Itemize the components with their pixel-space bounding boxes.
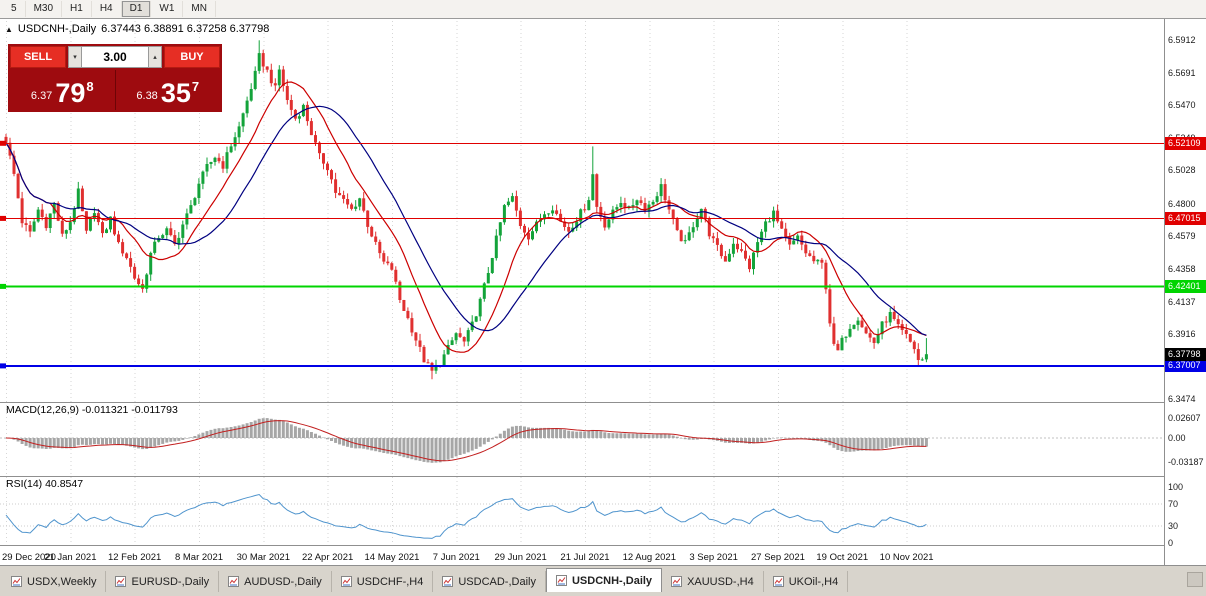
axis-scale-label: 70 [1168, 498, 1179, 509]
chart-ohlc-values: 6.37443 6.38891 6.37258 6.37798 [101, 23, 270, 35]
price-tag: 6.42401 [1165, 279, 1206, 293]
hline-left-marker [0, 283, 6, 289]
quote-row: 6.37 79 8 6.38 35 7 [10, 70, 220, 110]
chart-tab-label: USDCAD-,Daily [458, 575, 536, 588]
chart-icon [671, 576, 683, 587]
price-tag: 6.52109 [1165, 136, 1206, 150]
axis-scale-label: 30 [1168, 521, 1179, 532]
chart-icon [115, 576, 127, 587]
axis-scale-label: 100 [1168, 482, 1184, 492]
chart-tab-audusd-daily[interactable]: AUDUSD-,Daily [219, 571, 332, 592]
chart-tab-label: XAUUSD-,H4 [687, 575, 754, 588]
timeframe-button-d1[interactable]: D1 [121, 1, 152, 17]
timeframe-button-5[interactable]: 5 [3, 1, 26, 17]
timeframe-button-h1[interactable]: H1 [62, 1, 92, 17]
macd-histogram [4, 418, 928, 463]
chart-tab-label: USDCNH-,Daily [571, 574, 653, 587]
quote-divider [114, 70, 116, 110]
axis-scale-label: 6.3916 [1168, 329, 1196, 340]
timeframe-button-h4[interactable]: H4 [92, 1, 122, 17]
moving-average-24 [5, 105, 927, 336]
chart-icon [11, 576, 22, 587]
volume-decrease-button[interactable]: ▾ [68, 46, 82, 68]
chart-icon [555, 575, 567, 586]
axis-scale-label: 6.4800 [1168, 198, 1196, 209]
rsi-line [5, 493, 927, 539]
timeframe-toolbar: 5 M30 H1 H4 D1 W1 MN [0, 0, 1206, 19]
chart-tab-xauusd-h4[interactable]: XAUUSD-,H4 [662, 571, 764, 592]
price-tag: 6.37798 [1165, 347, 1206, 361]
chart-tab-usdchf-h4[interactable]: USDCHF-,H4 [332, 571, 434, 592]
tabbar-scroll-grip[interactable] [1187, 572, 1203, 587]
axis-scale-label: 6.5470 [1168, 100, 1196, 111]
axis-scale-label: 0 [1168, 538, 1174, 548]
price-tag: 6.37007 [1165, 359, 1206, 373]
chart-tab-ukoil-h4[interactable]: UKOil-,H4 [764, 571, 849, 592]
timeframe-button-m30[interactable]: M30 [26, 1, 63, 17]
axis-scale-label: 6.5691 [1168, 67, 1196, 78]
moving-average-12 [5, 81, 927, 353]
timeframe-button-w1[interactable]: W1 [151, 1, 184, 17]
axis-scale-label: 6.4579 [1168, 231, 1196, 242]
volume-stepper: ▾ 3.00 ▴ [68, 46, 162, 68]
chart-title: ▲ USDCNH-,Daily 6.37443 6.38891 6.37258 … [5, 23, 269, 35]
axis-scale-label: 6.4358 [1168, 264, 1196, 274]
buy-price-pip-digit: 7 [191, 79, 200, 94]
axis-scale-label: 0.00 [1168, 433, 1186, 443]
timeframe-button-mn[interactable]: MN [183, 1, 216, 17]
volume-input[interactable]: 3.00 [82, 46, 148, 68]
hline-left-marker [0, 140, 6, 146]
sell-price-prefix: 6.37 [30, 90, 53, 102]
trade-panel-toggle-icon[interactable]: ▲ [5, 24, 13, 34]
axis-scale-label: 6.5028 [1168, 165, 1196, 176]
chart-tab-label: USDCHF-,H4 [356, 575, 424, 588]
hline-left-marker [0, 363, 6, 369]
chart-icon [442, 576, 454, 587]
chart-tab-label: USDX,Weekly [27, 575, 97, 588]
chart-tab-label: AUDUSD-,Daily [244, 575, 322, 588]
price-axis[interactable]: 6.59126.56916.54706.52496.50286.48006.45… [1164, 19, 1206, 565]
buy-price-prefix: 6.38 [136, 90, 158, 102]
axis-scale-label: 6.4137 [1168, 296, 1196, 307]
chart-icon [228, 576, 240, 587]
macd-signal-line [5, 420, 927, 462]
hline-left-marker [0, 215, 6, 221]
volume-increase-button[interactable]: ▴ [148, 46, 162, 68]
rsi-indicator-label: RSI(14) 40.8547 [6, 478, 84, 490]
one-click-trade-panel: SELL ▾ 3.00 ▴ BUY 6.37 79 8 6.38 35 7 [8, 44, 222, 112]
macd-indicator-label: MACD(12,26,9) -0.011321 -0.011793 [6, 404, 178, 416]
sell-price-pip-digit: 8 [86, 79, 94, 94]
chart-tab-label: EURUSD-,Daily [131, 575, 210, 588]
chart-tab-usdx-weekly[interactable]: USDX,Weekly [2, 571, 107, 592]
chart-tab-eurusd-daily[interactable]: EURUSD-,Daily [106, 571, 220, 592]
chart-tab-usdcad-daily[interactable]: USDCAD-,Daily [433, 571, 546, 592]
axis-scale-label: -0.03187 [1168, 456, 1204, 467]
price-tag: 6.47015 [1165, 211, 1206, 225]
buy-price-quote[interactable]: 6.38 35 7 [116, 70, 221, 110]
chart-tab-usdcnh-daily[interactable]: USDCNH-,Daily [545, 568, 663, 592]
axis-scale-label: 6.3474 [1168, 394, 1196, 405]
axis-scale-label: 6.5912 [1168, 35, 1196, 45]
chart-symbol-label: USDCNH-,Daily [17, 23, 97, 35]
buy-price-big-digits: 35 [160, 78, 191, 108]
chart-tab-label: UKOil-,H4 [788, 575, 839, 588]
chart-icon [772, 576, 784, 587]
sell-price-big-digits: 79 [55, 78, 86, 108]
sell-button[interactable]: SELL [10, 46, 66, 68]
axis-scale-label: 0.02607 [1168, 413, 1201, 424]
buy-button[interactable]: BUY [164, 46, 220, 68]
chart-icon [340, 576, 352, 587]
trade-controls-row: SELL ▾ 3.00 ▴ BUY [10, 46, 220, 68]
sell-price-quote[interactable]: 6.37 79 8 [10, 70, 115, 110]
chart-tabs-bar: USDX,Weekly EURUSD-,Daily AUDUSD-,Daily USD… [0, 565, 1206, 596]
